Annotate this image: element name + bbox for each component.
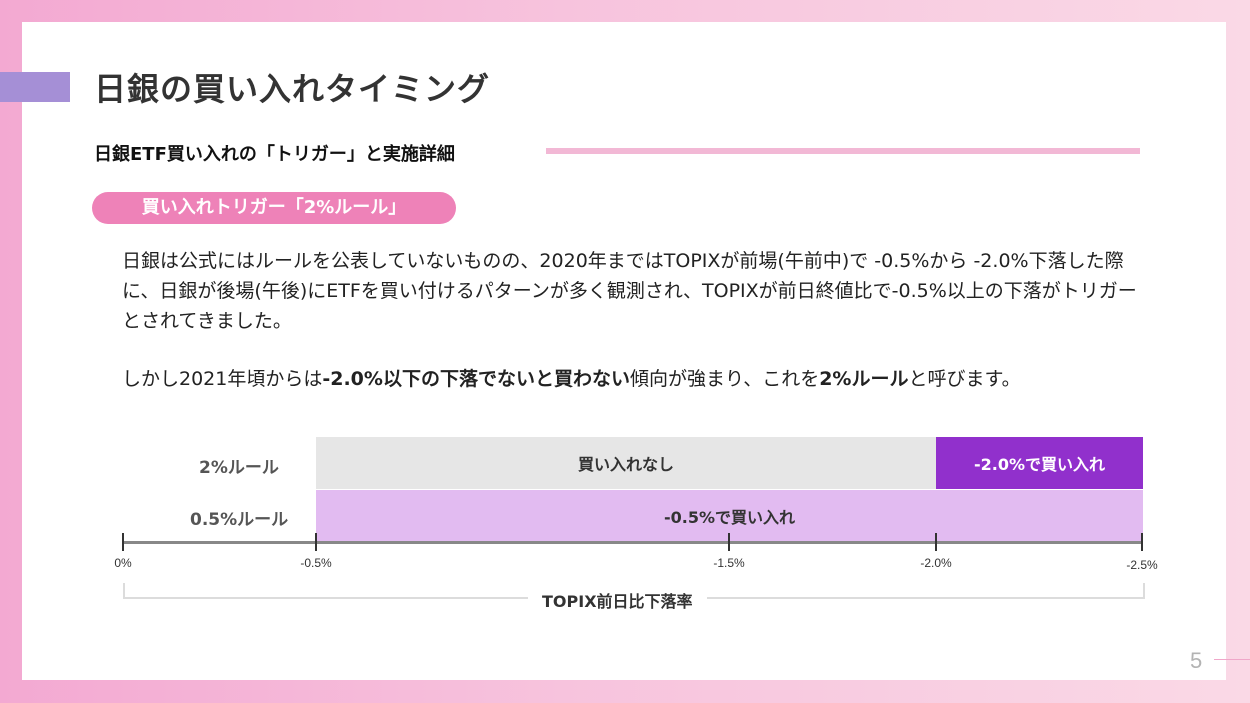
text-part: しかし2021年頃からは (122, 368, 323, 390)
row-label-2pct-rule: 2%ルール (199, 458, 279, 478)
page-number: 5 (1190, 648, 1203, 673)
title-accent-bar (0, 72, 70, 102)
tick-label-05: -0.5% (300, 556, 332, 570)
axis-tick (728, 533, 730, 551)
tick-label-25: -2.5% (1126, 558, 1158, 572)
axis-tick (1141, 533, 1143, 551)
segment-buy-at-2pct: -2.0%で買い入れ (936, 437, 1143, 489)
section-subtitle: 日銀ETF買い入れの「トリガー」と実施詳細 (94, 144, 455, 165)
text-part: 傾向が強まり、これを (629, 368, 820, 390)
trigger-pill-label: 買い入れトリガー「2%ルール」 (92, 192, 456, 224)
explanation-paragraph: 日銀は公式にはルールを公表していないものの、2020年まではTOPIXが前場(午… (122, 250, 1137, 332)
tick-label-0: 0% (114, 556, 132, 570)
subtitle-divider (546, 148, 1140, 154)
axis-tick (315, 533, 317, 551)
axis-line (123, 541, 1143, 544)
axis-tick (935, 533, 937, 551)
emphasis-text: -2.0%以下の下落でないと買わない (322, 368, 630, 390)
page-title: 日銀の買い入れタイミング (94, 70, 491, 108)
slide (22, 22, 1226, 680)
tick-label-20: -2.0% (920, 556, 952, 570)
emphasis-text: 2%ルール (819, 368, 909, 390)
tick-label-15: -1.5% (713, 556, 745, 570)
two-percent-rule-paragraph: しかし2021年頃からは-2.0%以下の下落でないと買わない傾向が強まり、これを… (122, 364, 1182, 394)
row-label-05pct-rule: 0.5%ルール (190, 510, 289, 530)
axis-tick (122, 533, 124, 551)
segment-no-purchase: 買い入れなし (316, 437, 936, 489)
page-number-line (1214, 659, 1250, 660)
axis-title: TOPIX前日比下落率 (528, 588, 707, 612)
text-part: と呼びます。 (908, 368, 1021, 390)
